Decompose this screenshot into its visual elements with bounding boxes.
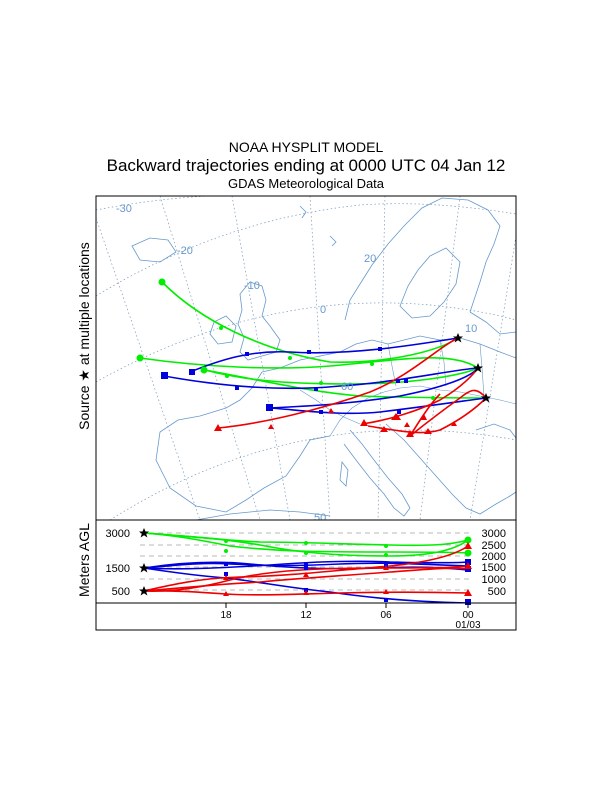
height-markers xyxy=(139,528,472,605)
green-markers xyxy=(136,278,435,400)
height-right-tick-2: 2000 xyxy=(482,551,506,563)
height-left-tick-2: 500 xyxy=(112,586,130,598)
title-met-data: GDAS Meteorological Data xyxy=(227,176,385,191)
graticule-labels: -30 -20 -10 0 10 20 60 50 xyxy=(116,203,477,524)
trajectory-lines xyxy=(139,281,487,437)
height-left-tick-0: 3000 xyxy=(106,528,130,540)
height-right-ticks: 3000 2500 2000 1500 1000 500 xyxy=(482,528,506,598)
graticule-label-1: -20 xyxy=(177,245,193,257)
source-stars xyxy=(453,333,491,403)
title-model: NOAA HYSPLIT MODEL xyxy=(228,139,384,155)
blue-markers xyxy=(161,347,408,414)
height-left-ticks: 3000 1500 500 xyxy=(106,528,130,598)
map-panel: -30 -20 -10 0 10 20 60 50 xyxy=(95,195,517,524)
graticule-label-6: 60 xyxy=(341,381,353,393)
time-tick-2: 06 xyxy=(380,610,392,621)
time-tick-3: 00 xyxy=(462,610,474,621)
height-right-tick-1: 2500 xyxy=(482,540,506,552)
graticule-label-7: 50 xyxy=(314,512,326,524)
height-right-tick-4: 1000 xyxy=(482,574,506,586)
red-markers xyxy=(214,408,457,437)
height-right-tick-3: 1500 xyxy=(482,562,506,574)
source-star-3 xyxy=(481,393,491,403)
time-tick-0: 18 xyxy=(220,610,232,621)
trajectory-markers xyxy=(136,278,491,437)
height-panel: 3000 1500 500 3000 2500 2000 1500 1000 5… xyxy=(95,519,517,605)
title-trajectories: Backward trajectories ending at 0000 UTC… xyxy=(106,156,506,175)
graticule-label-0: -30 xyxy=(116,203,132,215)
time-tick-1: 12 xyxy=(300,610,312,621)
height-left-tick-1: 1500 xyxy=(106,563,130,575)
height-right-tick-5: 500 xyxy=(488,586,506,598)
date-label: 01/03 xyxy=(455,620,480,631)
source-star-2 xyxy=(473,363,483,373)
time-axis: 18 12 06 00 01/03 xyxy=(95,602,517,631)
graticule-label-2: -10 xyxy=(244,280,260,292)
graticule-label-4: 10 xyxy=(465,323,477,335)
graticule-label-5: 20 xyxy=(364,253,376,265)
graticule-label-3: 0 xyxy=(320,304,326,316)
height-right-tick-0: 3000 xyxy=(482,528,506,540)
source-star-1 xyxy=(453,333,463,343)
